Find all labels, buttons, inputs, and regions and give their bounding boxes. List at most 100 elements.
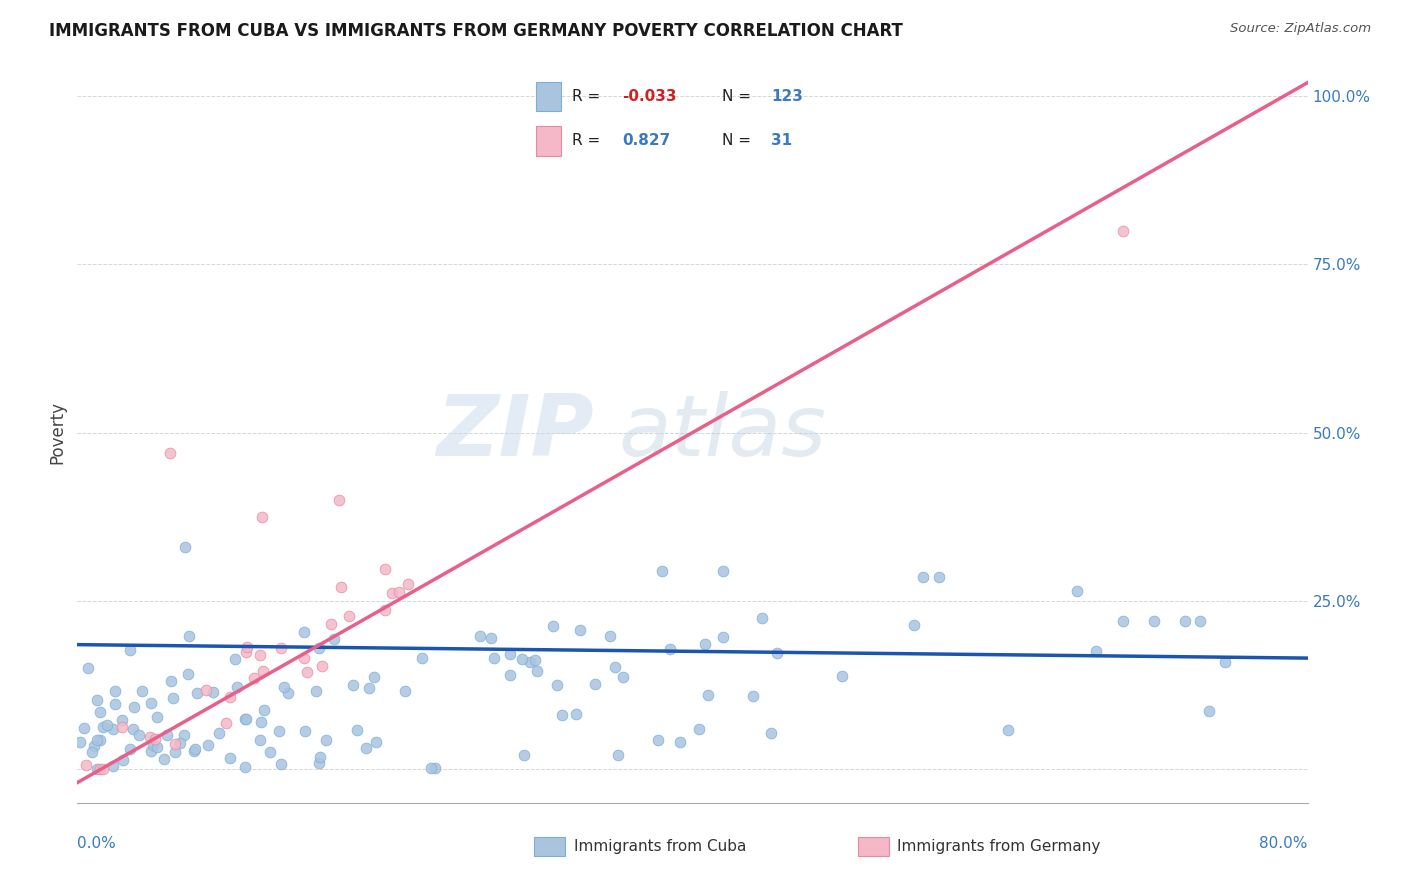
- Point: [541, 619, 564, 633]
- Point: [766, 646, 789, 660]
- Point: [153, 752, 176, 766]
- Point: [759, 726, 782, 740]
- Point: [997, 723, 1019, 737]
- Point: [122, 722, 145, 736]
- Point: [711, 564, 734, 578]
- Point: [104, 698, 127, 712]
- Point: [177, 667, 200, 681]
- Point: [235, 760, 257, 774]
- Point: [131, 684, 153, 698]
- Point: [688, 723, 710, 737]
- Point: [510, 652, 533, 666]
- Text: ZIP: ZIP: [436, 391, 595, 475]
- Point: [696, 688, 718, 702]
- Point: [479, 631, 502, 645]
- Point: [308, 756, 330, 770]
- Point: [1066, 583, 1088, 598]
- Point: [292, 625, 315, 640]
- Point: [243, 671, 266, 685]
- Point: [259, 745, 281, 759]
- Y-axis label: Poverty: Poverty: [48, 401, 66, 464]
- Point: [411, 650, 433, 665]
- Point: [224, 652, 246, 666]
- Point: [250, 715, 273, 730]
- Point: [269, 723, 291, 738]
- Point: [295, 665, 318, 680]
- Point: [330, 580, 353, 594]
- Point: [112, 753, 135, 767]
- Point: [1174, 614, 1197, 628]
- Point: [86, 692, 108, 706]
- Point: [120, 741, 142, 756]
- Point: [75, 758, 97, 772]
- Point: [118, 642, 141, 657]
- Point: [585, 677, 607, 691]
- Point: [162, 690, 184, 705]
- Point: [273, 680, 295, 694]
- Point: [253, 703, 276, 717]
- Point: [903, 618, 925, 632]
- Point: [315, 733, 337, 747]
- Point: [139, 696, 162, 710]
- Point: [145, 710, 167, 724]
- Point: [86, 762, 108, 776]
- Point: [381, 586, 404, 600]
- Point: [523, 653, 546, 667]
- Point: [396, 577, 419, 591]
- Point: [214, 715, 236, 730]
- Point: [741, 690, 763, 704]
- Point: [519, 655, 541, 669]
- Point: [526, 665, 548, 679]
- Point: [80, 745, 103, 759]
- Point: [1112, 614, 1135, 628]
- Point: [499, 668, 522, 682]
- Text: atlas: atlas: [619, 391, 827, 475]
- Point: [83, 739, 105, 753]
- Point: [146, 739, 169, 754]
- Point: [183, 744, 205, 758]
- Point: [599, 629, 621, 643]
- Point: [128, 728, 150, 742]
- Point: [160, 673, 183, 688]
- Point: [337, 608, 360, 623]
- Point: [96, 717, 118, 731]
- Point: [669, 735, 692, 749]
- Point: [394, 683, 416, 698]
- Point: [711, 630, 734, 644]
- Point: [103, 759, 125, 773]
- Point: [89, 732, 111, 747]
- Text: IMMIGRANTS FROM CUBA VS IMMIGRANTS FROM GERMANY POVERTY CORRELATION CHART: IMMIGRANTS FROM CUBA VS IMMIGRANTS FROM …: [49, 22, 903, 40]
- Point: [513, 748, 536, 763]
- Point: [374, 603, 396, 617]
- Point: [236, 640, 259, 654]
- Point: [277, 685, 299, 699]
- Point: [201, 685, 224, 699]
- Text: Source: ZipAtlas.com: Source: ZipAtlas.com: [1230, 22, 1371, 36]
- Point: [423, 761, 446, 775]
- Point: [89, 762, 111, 776]
- Point: [321, 616, 343, 631]
- Point: [165, 745, 187, 759]
- Point: [252, 664, 274, 678]
- Point: [69, 735, 91, 749]
- Point: [1213, 655, 1236, 669]
- Point: [356, 741, 378, 756]
- Point: [249, 733, 271, 747]
- Point: [346, 723, 368, 738]
- Point: [1143, 614, 1166, 628]
- Text: Immigrants from Cuba: Immigrants from Cuba: [574, 839, 747, 854]
- Point: [186, 686, 208, 700]
- Point: [607, 748, 630, 763]
- Point: [308, 641, 330, 656]
- Point: [270, 757, 292, 772]
- Point: [546, 678, 568, 692]
- Point: [93, 720, 115, 734]
- Point: [89, 706, 111, 720]
- Point: [111, 720, 134, 734]
- Point: [218, 751, 240, 765]
- Point: [322, 632, 344, 647]
- Point: [195, 682, 218, 697]
- Point: [359, 681, 381, 695]
- Point: [1198, 704, 1220, 718]
- Point: [141, 744, 163, 758]
